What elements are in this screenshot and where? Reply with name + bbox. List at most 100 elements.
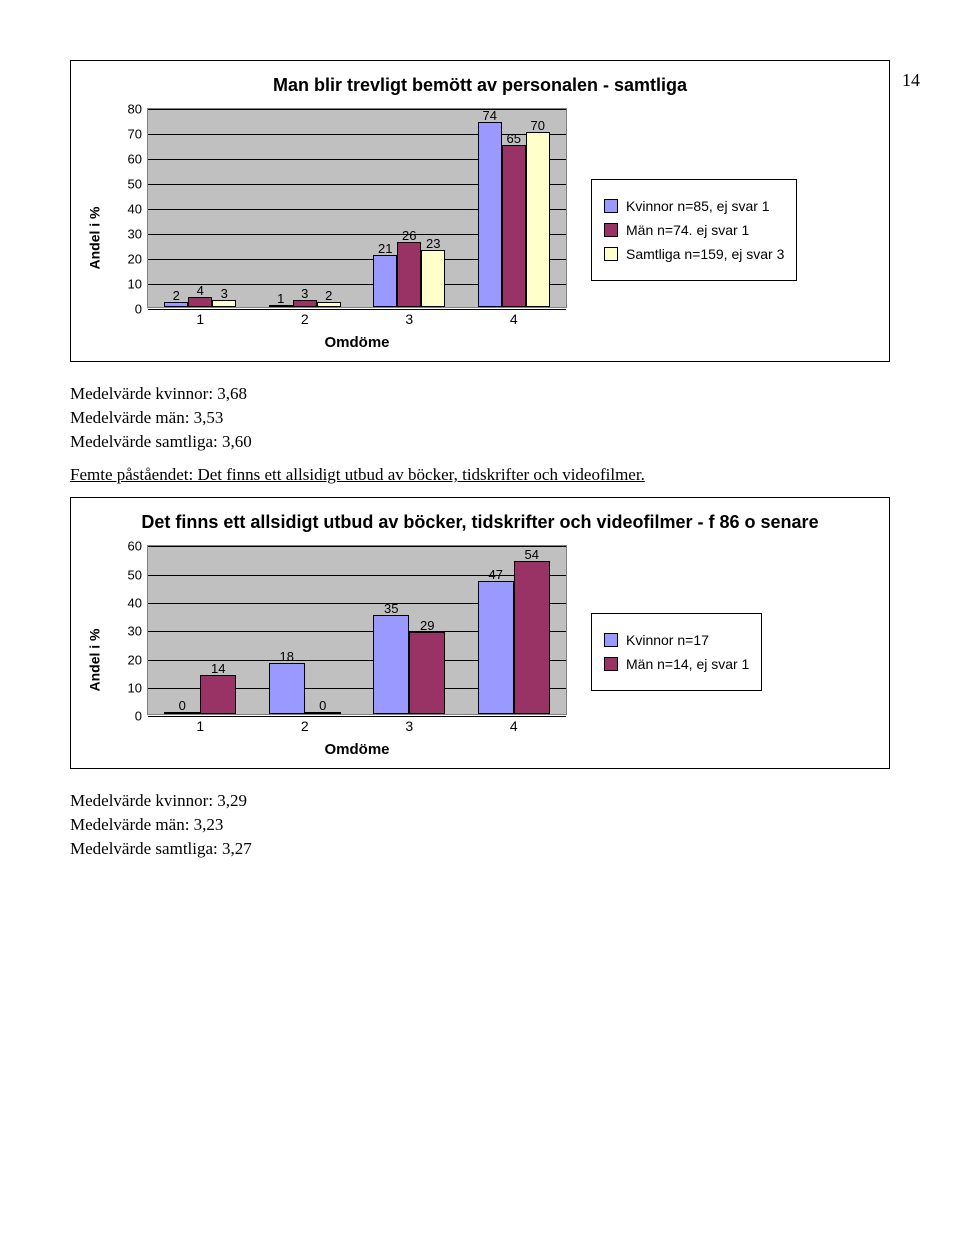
category-label: 3 xyxy=(405,307,413,327)
bar: 29 xyxy=(409,632,445,714)
legend-swatch xyxy=(604,633,618,647)
chart-2-title: Det finns ett allsidigt utbud av böcker,… xyxy=(81,512,879,533)
bar: 18 xyxy=(269,663,305,714)
chart-1-title: Man blir trevligt bemött av personalen -… xyxy=(81,75,879,96)
y-tick-label: 0 xyxy=(135,302,148,317)
y-tick-label: 10 xyxy=(128,680,148,695)
bar-group: 1802 xyxy=(269,546,341,714)
stats-1: Medelvärde kvinnor: 3,68 Medelvärde män:… xyxy=(70,382,960,453)
value-label: 35 xyxy=(384,601,398,616)
bar: 4 xyxy=(188,297,212,307)
bar-group: 0141 xyxy=(164,546,236,714)
y-tick-label: 20 xyxy=(128,652,148,667)
legend-item: Kvinnor n=17 xyxy=(604,632,749,648)
legend-label: Män n=14, ej svar 1 xyxy=(626,656,749,672)
bar: 47 xyxy=(478,581,514,714)
value-label: 3 xyxy=(301,286,308,301)
bars-wrap: 014118023529347544 xyxy=(148,546,566,714)
bar: 35 xyxy=(373,615,409,714)
value-label: 29 xyxy=(420,618,434,633)
y-tick-label: 0 xyxy=(135,709,148,724)
bar: 65 xyxy=(502,145,526,308)
chart-2-y-label: Andel i % xyxy=(87,628,103,691)
subtitle-1-text: Femte påståendet: Det finns ett allsidig… xyxy=(70,465,645,484)
category-label: 1 xyxy=(196,307,204,327)
value-label: 2 xyxy=(173,288,180,303)
legend-label: Kvinnor n=17 xyxy=(626,632,709,648)
category-label: 3 xyxy=(405,714,413,734)
legend-swatch xyxy=(604,657,618,671)
bar: 3 xyxy=(293,300,317,308)
chart-2-plot: 0102030405060014118023529347544 xyxy=(147,545,567,715)
y-tick-label: 30 xyxy=(128,624,148,639)
bar-group: 1322 xyxy=(269,109,341,307)
bar: 2 xyxy=(164,302,188,307)
stats-1-man: Medelvärde män: 3,53 xyxy=(70,406,960,430)
bar: 3 xyxy=(212,300,236,308)
value-label: 21 xyxy=(378,241,392,256)
category-label: 4 xyxy=(510,307,518,327)
chart-2-x-label: Omdöme xyxy=(147,741,567,758)
chart-1-plot: 010203040506070802431132221262337465704 xyxy=(147,108,567,308)
legend-swatch xyxy=(604,247,618,261)
gridline xyxy=(148,716,566,717)
value-label: 26 xyxy=(402,228,416,243)
value-label: 0 xyxy=(179,698,186,713)
legend-label: Män n=74. ej svar 1 xyxy=(626,222,749,238)
gridline xyxy=(148,309,566,310)
category-label: 2 xyxy=(301,714,309,734)
bar-group: 2431 xyxy=(164,109,236,307)
y-tick-label: 40 xyxy=(128,595,148,610)
bar: 54 xyxy=(514,561,550,714)
stats-2-kvinnor: Medelvärde kvinnor: 3,29 xyxy=(70,789,960,813)
value-label: 1 xyxy=(277,291,284,306)
stats-2: Medelvärde kvinnor: 3,29 Medelvärde män:… xyxy=(70,789,960,860)
legend-item: Samtliga n=159, ej svar 3 xyxy=(604,246,784,262)
subtitle-1: Femte påståendet: Det finns ett allsidig… xyxy=(70,463,960,487)
bar: 1 xyxy=(269,305,293,308)
value-label: 70 xyxy=(531,118,545,133)
chart-2-plot-wrap: 0102030405060014118023529347544 Omdöme xyxy=(147,545,567,758)
y-tick-label: 60 xyxy=(128,152,148,167)
value-label: 3 xyxy=(221,286,228,301)
value-label: 0 xyxy=(319,698,326,713)
stats-1-samtliga: Medelvärde samtliga: 3,60 xyxy=(70,430,960,454)
legend-label: Kvinnor n=85, ej svar 1 xyxy=(626,198,770,214)
y-tick-label: 30 xyxy=(128,227,148,242)
legend-label: Samtliga n=159, ej svar 3 xyxy=(626,246,784,262)
chart-2-body: Andel i % 010203040506001411802352934754… xyxy=(81,545,879,758)
y-tick-label: 50 xyxy=(128,177,148,192)
y-tick-label: 20 xyxy=(128,252,148,267)
chart-1-plot-wrap: 010203040506070802431132221262337465704 … xyxy=(147,108,567,351)
chart-1: Man blir trevligt bemött av personalen -… xyxy=(70,60,890,362)
bar: 70 xyxy=(526,132,550,307)
value-label: 18 xyxy=(280,649,294,664)
y-tick-label: 50 xyxy=(128,567,148,582)
legend-swatch xyxy=(604,199,618,213)
bar: 21 xyxy=(373,255,397,308)
value-label: 2 xyxy=(325,288,332,303)
chart-1-x-label: Omdöme xyxy=(147,334,567,351)
value-label: 74 xyxy=(483,108,497,123)
legend-item: Kvinnor n=85, ej svar 1 xyxy=(604,198,784,214)
bar: 2 xyxy=(317,302,341,307)
y-tick-label: 80 xyxy=(128,102,148,117)
chart-1-legend: Kvinnor n=85, ej svar 1 Män n=74. ej svar… xyxy=(591,179,797,281)
category-label: 4 xyxy=(510,714,518,734)
bar: 23 xyxy=(421,250,445,308)
chart-2-legend: Kvinnor n=17 Män n=14, ej svar 1 xyxy=(591,613,762,691)
bars-wrap: 2431132221262337465704 xyxy=(148,109,566,307)
y-tick-label: 10 xyxy=(128,277,148,292)
value-label: 23 xyxy=(426,236,440,251)
chart-1-y-label: Andel i % xyxy=(87,206,103,269)
category-label: 2 xyxy=(301,307,309,327)
bar-group: 47544 xyxy=(478,546,550,714)
bar: 26 xyxy=(397,242,421,307)
y-tick-label: 40 xyxy=(128,202,148,217)
legend-swatch xyxy=(604,223,618,237)
chart-1-y-label-wrap: Andel i % xyxy=(81,108,111,351)
bar: 14 xyxy=(200,675,236,715)
y-tick-label: 70 xyxy=(128,127,148,142)
chart-1-body: Andel i % 010203040506070802431132221262… xyxy=(81,108,879,351)
legend-item: Män n=14, ej svar 1 xyxy=(604,656,749,672)
